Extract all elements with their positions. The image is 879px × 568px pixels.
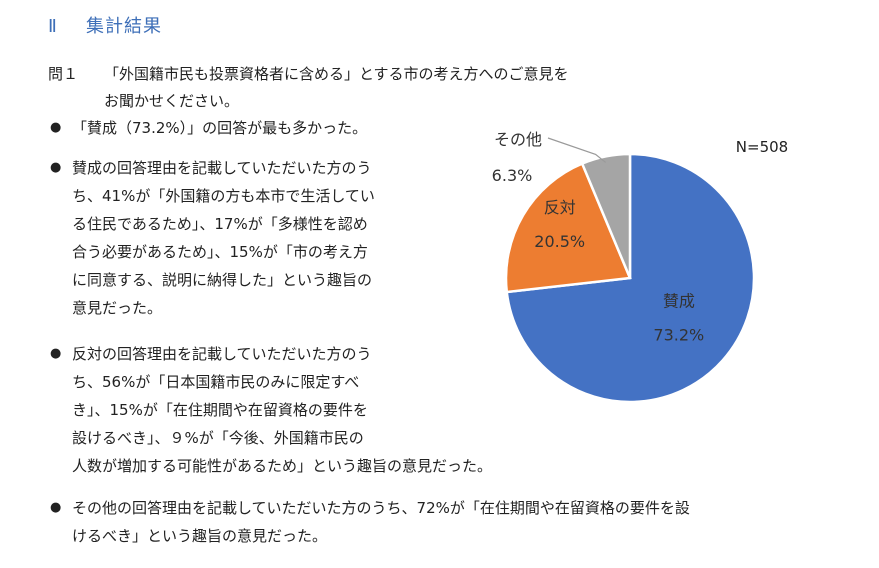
slice-label-1: 反対 (544, 198, 576, 217)
slice-value-2: 6.3% (492, 166, 533, 185)
section-number: Ⅱ (48, 16, 58, 37)
finding-item: ● 賛成の回答理由を記載していただいた方のう ち、41%が「外国籍の方も本市で生… (50, 154, 440, 322)
slice-value-1: 20.5% (534, 232, 585, 251)
finding-text: 賛成の回答理由を記載していただいた方のう ち、41%が「外国籍の方も本市で生活し… (72, 159, 375, 317)
finding-item: ● その他の回答理由を記載していただいた方のうち、72%が「在住期間や在留資格の… (50, 494, 810, 550)
finding-item: ● 反対の回答理由を記載していただいた方のう ち、56%が「日本国籍市民のみに限… (50, 340, 570, 480)
slice-label-0: 賛成 (663, 292, 695, 311)
question-text-line2: お聞かせください。 (104, 92, 240, 110)
bullet-icon: ● (50, 346, 62, 361)
leader-line (547, 137, 606, 163)
pie-chart-svg: 賛成 73.2% 反対 20.5% その他 6.3% N=508 (492, 130, 788, 404)
section-heading: Ⅱ 集計結果 (48, 12, 162, 38)
question-number: 問１ (48, 65, 79, 83)
slice-label-2: その他 (494, 130, 542, 149)
bullet-icon: ● (50, 160, 62, 175)
bullet-icon: ● (50, 120, 62, 135)
question: 問１ 「外国籍市民も投票資格者に含める」とする市の考え方へのご意見を お聞かせくだ… (48, 61, 569, 115)
pie-slice-1 (504, 161, 632, 294)
slice-value-0: 73.2% (653, 326, 704, 345)
finding-text: 「賛成（73.2%）」の回答が最も多かった。 (72, 119, 368, 137)
pie-chart: 賛成 73.2% 反対 20.5% その他 6.3% N=508 (470, 120, 830, 420)
sample-size-label: N=508 (736, 138, 788, 156)
finding-text: 反対の回答理由を記載していただいた方のう ち、56%が「日本国籍市民のみに限定す… (72, 345, 493, 475)
finding-text: その他の回答理由を記載していただいた方のうち、72%が「在住期間や在留資格の要件… (72, 499, 690, 545)
pie-slice-2 (580, 152, 632, 279)
section-title: 集計結果 (86, 16, 162, 37)
bullet-icon: ● (50, 500, 62, 515)
finding-item: ● 「賛成（73.2%）」の回答が最も多かった。 (50, 114, 490, 142)
question-text-line1: 「外国籍市民も投票資格者に含める」とする市の考え方へのご意見を (104, 65, 569, 83)
